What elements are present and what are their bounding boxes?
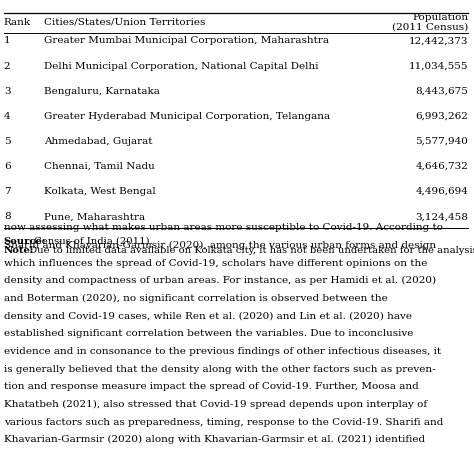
Text: Greater Mumbai Municipal Corporation, Maharashtra: Greater Mumbai Municipal Corporation, Ma… (44, 36, 328, 46)
Text: Delhi Municipal Corporation, National Capital Delhi: Delhi Municipal Corporation, National Ca… (44, 61, 318, 71)
Text: 7: 7 (4, 187, 10, 196)
Text: 8,443,675: 8,443,675 (415, 86, 468, 96)
Text: Ahmedabad, Gujarat: Ahmedabad, Gujarat (44, 137, 152, 146)
Text: Source:: Source: (4, 237, 46, 246)
Text: 8: 8 (4, 212, 10, 221)
Text: 6: 6 (4, 162, 10, 171)
Text: Kolkata, West Bengal: Kolkata, West Bengal (44, 187, 155, 196)
Text: various factors such as preparedness, timing, response to the Covid-19. Sharifi : various factors such as preparedness, ti… (4, 418, 443, 426)
Text: 4: 4 (4, 112, 10, 121)
Text: and Boterman (2020), no significant correlation is observed between the: and Boterman (2020), no significant corr… (4, 294, 388, 303)
Text: Census of India (2011).: Census of India (2011). (31, 237, 153, 246)
Text: established significant correlation between the variables. Due to inconclusive: established significant correlation betw… (4, 329, 413, 338)
Text: Due to limited data available on Kolkata city, it has not been undertaken for th: Due to limited data available on Kolkata… (26, 246, 474, 255)
Text: 12,442,373: 12,442,373 (409, 36, 468, 46)
Text: 3,124,458: 3,124,458 (415, 212, 468, 221)
Text: 11,034,555: 11,034,555 (409, 61, 468, 71)
Text: Rank: Rank (4, 18, 31, 27)
Text: (2011 Census): (2011 Census) (392, 23, 468, 32)
Text: 3: 3 (4, 86, 10, 96)
Text: Khavarian-Garmsir (2020) along with Khavarian-Garmsir et al. (2021) identified: Khavarian-Garmsir (2020) along with Khav… (4, 435, 425, 445)
Text: 4,496,694: 4,496,694 (415, 187, 468, 196)
Text: density and compactness of urban areas. For instance, as per Hamidi et al. (2020: density and compactness of urban areas. … (4, 276, 436, 286)
Text: now assessing what makes urban areas more susceptible to Covid-19. According to: now assessing what makes urban areas mor… (4, 223, 443, 232)
Text: Sharifi and Khavarian-Garmsir (2020), among the various urban forms and design: Sharifi and Khavarian-Garmsir (2020), am… (4, 241, 436, 250)
Text: 5: 5 (4, 137, 10, 146)
Text: Bengaluru, Karnataka: Bengaluru, Karnataka (44, 86, 159, 96)
Text: is generally believed that the density along with the other factors such as prev: is generally believed that the density a… (4, 365, 436, 373)
Text: Cities/States/Union Territories: Cities/States/Union Territories (44, 18, 205, 27)
Text: Khatatbeh (2021), also stressed that Covid-19 spread depends upon interplay of: Khatatbeh (2021), also stressed that Cov… (4, 400, 427, 409)
Text: Greater Hyderabad Municipal Corporation, Telangana: Greater Hyderabad Municipal Corporation,… (44, 112, 330, 121)
Text: Chennai, Tamil Nadu: Chennai, Tamil Nadu (44, 162, 155, 171)
Text: 5,577,940: 5,577,940 (415, 137, 468, 146)
Text: 1: 1 (4, 36, 10, 46)
Text: Population: Population (412, 13, 468, 22)
Text: density and Covid-19 cases, while Ren et al. (2020) and Lin et al. (2020) have: density and Covid-19 cases, while Ren et… (4, 312, 412, 321)
Text: 6,993,262: 6,993,262 (415, 112, 468, 121)
Text: 2: 2 (4, 61, 10, 71)
Text: Pune, Maharashtra: Pune, Maharashtra (44, 212, 145, 221)
Text: which influences the spread of Covid-19, scholars have different opinions on the: which influences the spread of Covid-19,… (4, 259, 427, 267)
Text: evidence and in consonance to the previous findings of other infectious diseases: evidence and in consonance to the previo… (4, 347, 441, 356)
Text: tion and response measure impact the spread of Covid-19. Further, Moosa and: tion and response measure impact the spr… (4, 382, 419, 391)
Text: 4,646,732: 4,646,732 (415, 162, 468, 171)
Text: Note:: Note: (4, 246, 34, 255)
